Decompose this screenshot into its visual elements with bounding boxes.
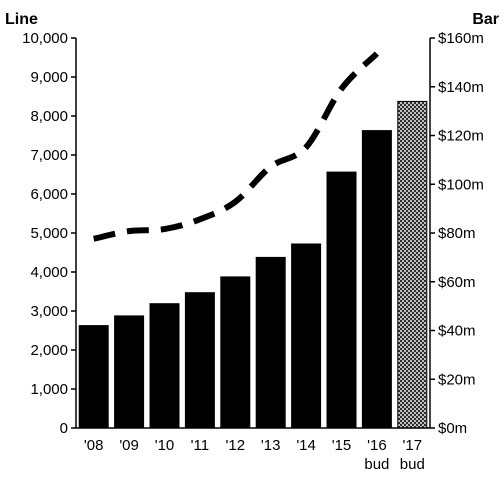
bar-2 [149,303,180,429]
left-tick-label: 7,000 [30,147,68,164]
left-tick-label: 6,000 [30,186,68,203]
left-tick-label: 9,000 [30,69,68,86]
right-tick-label: $160m [438,30,484,47]
right-tick-label: $120m [438,128,484,145]
left-tick-label: 2,000 [30,342,68,359]
bar-1 [114,315,145,429]
left-tick-label: 8,000 [30,108,68,125]
right-tick-label: $80m [438,225,476,242]
axes-group: 0 1,000 2,000 3,000 4,000 5,000 6,000 7,000 8,00… [22,30,484,473]
x-tick-label: '15 [332,437,352,454]
x-tick-label: '11 [191,437,209,454]
x-tick-label: '16 [367,437,387,454]
line-group [93,51,380,242]
right-tick-label: $60m [438,274,476,291]
line-series [93,51,380,242]
x-tick-label: '09 [119,437,139,454]
x-tick-label: '10 [155,437,175,454]
x-tick-sublabel: bud [364,456,389,473]
left-tick-label: 0 [60,420,68,437]
right-tick-label: $140m [438,79,484,96]
left-tick-label: 4,000 [30,264,68,281]
bar-0 [78,325,109,429]
left-tick-label: 10,000 [22,30,68,47]
bar-5 [255,256,286,429]
bar-7 [326,171,357,429]
right-tick-label: $20m [438,371,476,388]
bar-3 [184,292,215,429]
bar-6 [291,243,322,429]
bar-8 [361,130,392,429]
bar-9 [397,100,428,429]
right-tick-label: $100m [438,176,484,193]
x-tick-sublabel: bud [400,456,425,473]
bar-4 [220,276,251,429]
x-tick-label: '13 [261,437,281,454]
left-tick-label: 1,000 [30,381,68,398]
left-tick-label: 5,000 [30,225,68,242]
right-tick-label: $0m [438,420,467,437]
x-tick-label: '14 [296,437,316,454]
right-axis-title: Bar [472,11,499,28]
left-axis-title: Line [5,11,38,28]
x-tick-label: '08 [84,437,104,454]
x-tick-label: '17 [403,437,423,454]
right-tick-label: $40m [438,323,476,340]
bars-group [78,100,428,429]
x-tick-label: '12 [226,437,246,454]
left-tick-label: 3,000 [30,303,68,320]
